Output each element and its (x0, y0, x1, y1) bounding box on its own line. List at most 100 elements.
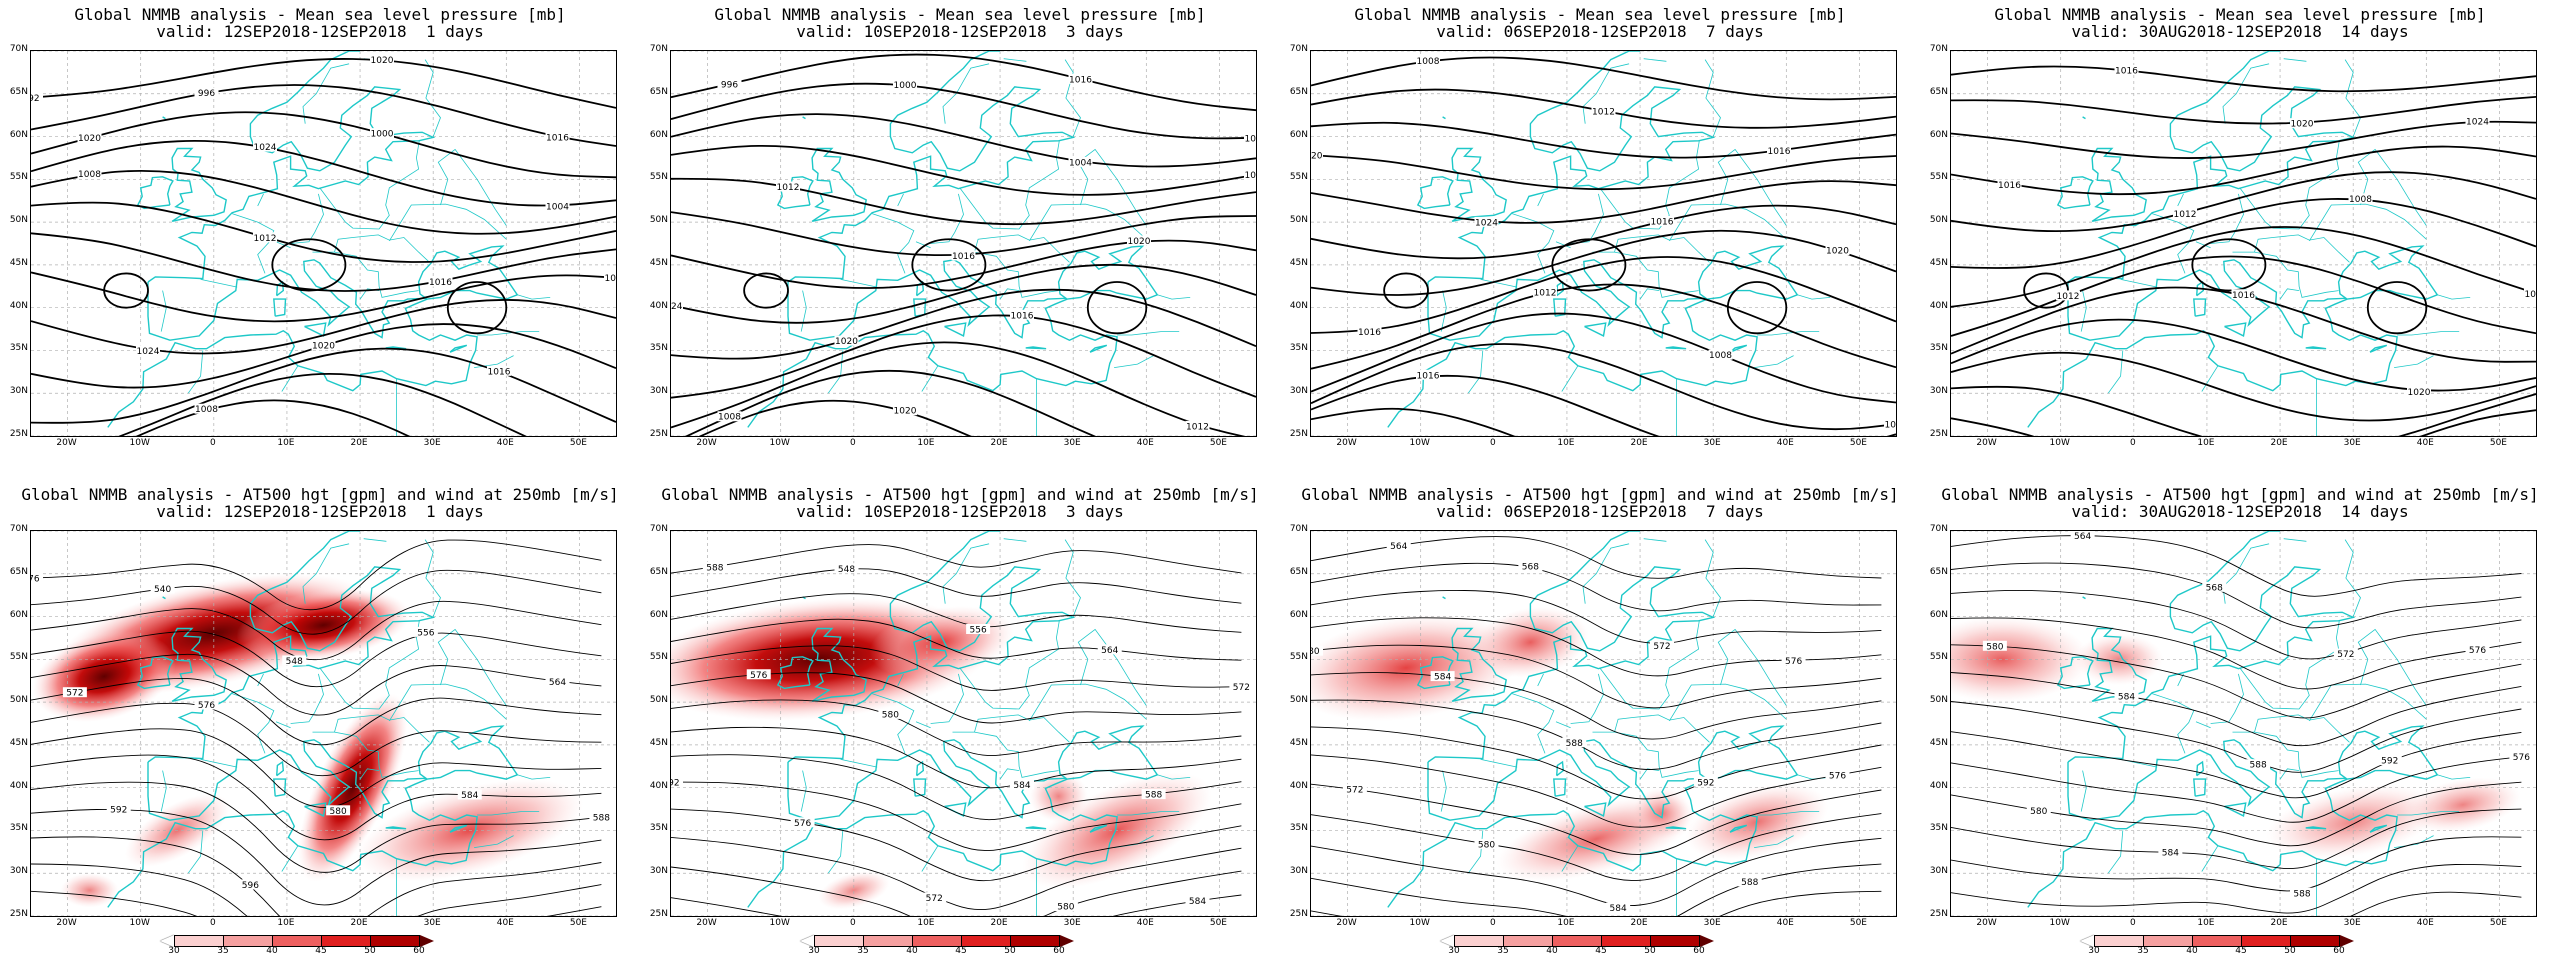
contour-label-bg (1185, 895, 1210, 906)
contour-label: 1004 (2525, 290, 2536, 300)
contour-label-bg (77, 168, 102, 179)
country-border (2195, 721, 2211, 729)
contour-label: 1012 (2174, 210, 2197, 220)
colorbar-swatch (1454, 935, 1504, 947)
contour-label-bg (370, 54, 394, 65)
contour-label: 1008 (1709, 351, 1732, 361)
contour-label-bg (2333, 648, 2358, 659)
contour-label-bg (878, 708, 903, 719)
contour-label-bg (1591, 106, 1616, 117)
longitude-label: 20E (2270, 438, 2288, 448)
isoline (1951, 318, 2536, 392)
country-border (2177, 193, 2184, 207)
contour-label-bg (776, 181, 800, 192)
isoline (31, 781, 602, 873)
longitude-label: 20W (56, 918, 77, 928)
contour-label: 592 (2381, 757, 2398, 767)
colorbar-label: 50 (2284, 946, 2296, 956)
coastline (787, 51, 1076, 283)
coastline (162, 116, 166, 120)
contour-label: 1020 (835, 337, 858, 347)
contour-label-bg (194, 87, 219, 98)
isoline (118, 372, 527, 436)
map-panel: Global NMMB analysis - AT500 hgt [gpm] a… (0, 480, 640, 960)
isoline (698, 399, 972, 436)
coastline (273, 298, 287, 317)
closed-isobar (271, 238, 347, 292)
coastline (1451, 627, 1507, 702)
contour-label-bg (2290, 118, 2314, 129)
map-panel: Global NMMB analysis - Mean sea level pr… (0, 0, 640, 480)
contour-label: 1016 (1358, 328, 1381, 338)
map-frame: 5405485565645725765805845885925765725805… (670, 530, 1257, 917)
isoline (671, 726, 1242, 789)
contour-label-bg (746, 669, 771, 680)
coastline (747, 245, 1159, 428)
contour-label-bg (834, 335, 859, 346)
country-border (1117, 811, 1180, 816)
contour-label: 1020 (78, 134, 101, 144)
contour-label: 1008 (718, 413, 741, 423)
latitude-label: 60N (9, 609, 28, 620)
isoline (671, 211, 1256, 257)
country-border (1717, 628, 1787, 706)
isoline (31, 539, 602, 611)
longitude-label: 50E (569, 918, 587, 928)
coastline (2305, 346, 2327, 350)
colorbar-max-arrow (420, 935, 434, 947)
coastline (1387, 725, 1799, 908)
contour-label: 576 (1785, 657, 1802, 667)
map-canvas: 564 568 572 576 580 584 588 592 576 572 580 584 588 (1311, 531, 1896, 916)
longitude-label: 50E (1849, 918, 1867, 928)
country-border (2397, 811, 2460, 816)
isoline (1951, 808, 2522, 870)
contour-label-bg (2377, 755, 2402, 766)
contour-label: 1016 (2232, 291, 2255, 301)
isoline (671, 672, 1242, 724)
country-border (2437, 774, 2471, 780)
latitude-label: 70N (649, 524, 668, 534)
country-border (800, 770, 807, 812)
coastline (1451, 147, 1507, 222)
country-border (517, 294, 551, 300)
contour-label-bg (1997, 179, 2022, 190)
contour-label-bg (2114, 690, 2139, 701)
colorbar-swatch (371, 935, 420, 947)
longitude-label: 0 (1489, 438, 1496, 448)
panel-title: Global NMMB analysis - AT500 hgt [gpm] a… (21, 485, 619, 504)
latitude-label: 70N (1289, 524, 1308, 534)
latitude-label: 30N (1929, 866, 1948, 877)
contour-label-bg (1474, 838, 1499, 849)
country-border (2254, 731, 2339, 778)
colorbar-label: 60 (413, 946, 425, 956)
latitude-label: 50N (649, 695, 668, 706)
isoline (671, 113, 1256, 168)
country-border (1561, 845, 1579, 872)
latitude-label: 35N (1289, 343, 1308, 354)
country-border (477, 811, 540, 816)
isoline (671, 177, 1256, 226)
longitude-label: 40E (2416, 438, 2434, 448)
country-border (1028, 203, 1147, 242)
country-border (2107, 830, 2124, 874)
country-border (2394, 835, 2434, 848)
panel-title: Global NMMB analysis - AT500 hgt [gpm] a… (661, 485, 1259, 504)
country-border (187, 830, 204, 874)
coastline (171, 147, 227, 222)
country-border (1599, 620, 1700, 710)
isoline (2350, 891, 2522, 916)
contour-label-bg (1693, 776, 1718, 787)
contour-label-bg (1311, 645, 1323, 656)
country-border (2195, 241, 2211, 249)
isoline (671, 568, 1242, 604)
country-border (1754, 835, 1794, 848)
country-border (2232, 234, 2350, 263)
country-border (1480, 279, 1518, 288)
coastline (1089, 824, 1108, 833)
contour-label: 564 (1101, 646, 1118, 656)
latitude-label: 50N (9, 695, 28, 706)
coastline (1387, 245, 1799, 428)
isoline (1311, 343, 1896, 431)
latitude-label: 30N (1929, 386, 1948, 397)
country-border (363, 538, 387, 542)
